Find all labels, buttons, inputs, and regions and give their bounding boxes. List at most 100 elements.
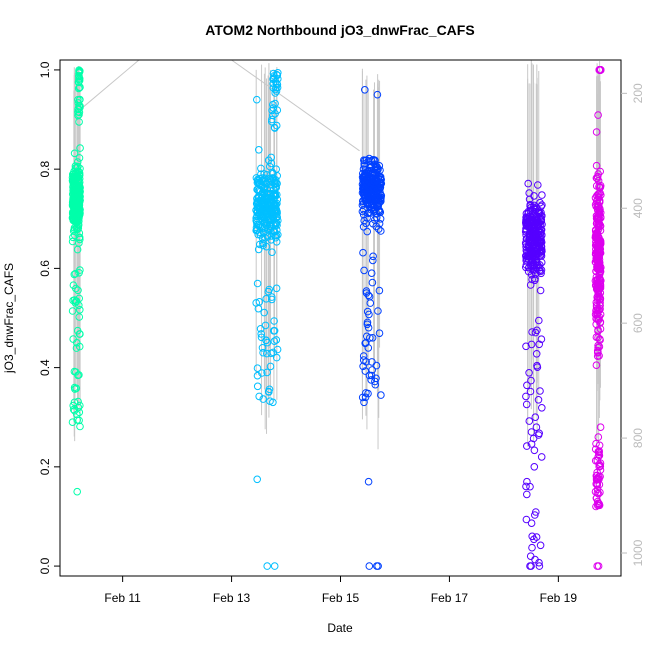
data-point: [368, 358, 376, 366]
data-point: [596, 289, 605, 297]
data-point: [267, 153, 276, 162]
data-point: [254, 304, 263, 313]
data-point: [524, 241, 533, 250]
data-point: [591, 276, 600, 285]
data-point: [256, 325, 265, 333]
chart-title: ATOM2 Northbound jO3_dnwFrac_CAFS: [205, 22, 474, 38]
data-point: [527, 519, 536, 528]
data-point: [268, 199, 276, 207]
data-point: [70, 406, 79, 415]
data-point: [75, 313, 84, 321]
data-point: [593, 196, 602, 204]
data-point: [536, 387, 544, 395]
data-point: [257, 333, 266, 342]
data-point: [268, 248, 276, 256]
data-point: [594, 343, 602, 352]
data-point: [596, 183, 605, 192]
data-point: [376, 195, 385, 203]
data-point: [75, 301, 83, 310]
data-point: [70, 270, 79, 279]
data-point: [592, 320, 601, 329]
data-point: [359, 223, 368, 231]
data-point: [529, 240, 538, 249]
data-point: [594, 293, 603, 302]
data-point: [269, 227, 278, 236]
data-point: [530, 446, 539, 455]
data-point: [71, 162, 80, 170]
data-point: [360, 266, 368, 275]
right-y-tick-label: 200: [631, 83, 645, 103]
data-point: [75, 342, 84, 351]
data-point: [373, 164, 381, 173]
data-point: [76, 164, 84, 173]
data-point: [523, 381, 531, 390]
data-point: [75, 69, 83, 77]
data-point: [70, 149, 79, 158]
data-point: [74, 286, 82, 295]
data-point: [73, 158, 82, 166]
data-point-outlier: [368, 334, 377, 342]
data-point: [530, 225, 538, 233]
data-point: [270, 337, 279, 346]
data-point-outlier: [592, 502, 600, 511]
data-point-outlier: [358, 393, 367, 402]
data-point: [252, 223, 261, 232]
data-point: [274, 75, 282, 83]
data-point: [376, 189, 384, 197]
data-point: [362, 358, 370, 366]
data-point: [593, 310, 602, 318]
data-point: [362, 289, 371, 297]
data-point: [524, 207, 533, 216]
x-tick-label: Feb 11: [104, 591, 141, 605]
data-point: [255, 392, 264, 401]
data-point: [271, 176, 280, 184]
data-point: [593, 263, 601, 272]
data-point-outlier: [362, 339, 370, 347]
data-point-outlier: [364, 477, 373, 486]
data-point: [523, 490, 531, 499]
data-point: [532, 533, 541, 541]
data-point: [592, 439, 600, 448]
data-point: [364, 182, 373, 191]
data-point: [363, 227, 372, 236]
data-point: [533, 326, 541, 335]
data-point: [369, 252, 377, 261]
x-tick-label: Feb 19: [540, 591, 578, 605]
right-y-tick-label: 600: [631, 313, 645, 333]
data-point: [522, 482, 530, 491]
data-point-outlier: [595, 473, 603, 481]
data-point: [264, 211, 273, 220]
data-point: [74, 96, 82, 104]
data-point-outlier: [270, 562, 279, 570]
data-point: [259, 395, 268, 403]
data-point: [259, 241, 267, 250]
data-point-outlier: [594, 433, 603, 441]
data-point: [594, 111, 602, 119]
data-point: [74, 371, 82, 380]
data-point: [534, 245, 542, 253]
right-y-tick-label: 1000: [631, 539, 645, 566]
data-point: [271, 218, 279, 227]
data-points-layer: [68, 66, 605, 570]
data-point: [268, 293, 276, 301]
data-point-outlier: [366, 299, 375, 307]
data-point: [597, 263, 605, 272]
data-point: [364, 291, 373, 300]
data-point: [594, 447, 603, 456]
data-point: [375, 207, 383, 216]
data-point: [530, 233, 539, 241]
data-point: [263, 349, 271, 358]
data-point: [595, 451, 604, 460]
data-point: [364, 167, 372, 176]
data-point: [269, 111, 277, 120]
data-point: [377, 391, 385, 399]
data-point: [262, 242, 271, 251]
data-point: [75, 154, 84, 162]
data-point-outlier: [252, 95, 261, 104]
data-point: [260, 210, 269, 219]
data-point: [270, 317, 278, 325]
data-point: [269, 327, 278, 335]
data-point: [373, 203, 382, 211]
data-point: [262, 196, 270, 204]
